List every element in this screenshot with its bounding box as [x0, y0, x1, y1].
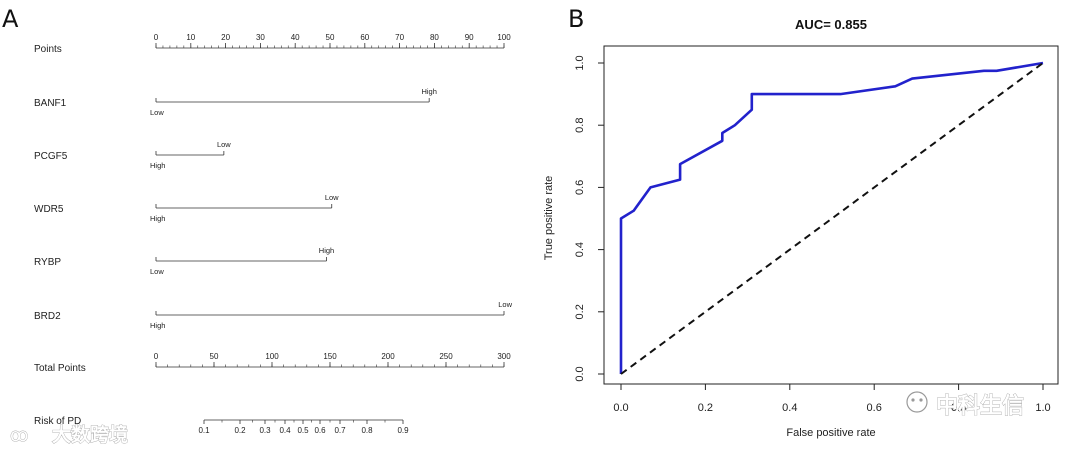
risk-tick-label: 0.6: [314, 426, 326, 435]
nomogram-row: RYBP Low High: [34, 246, 334, 276]
watermark-left-text: 大数跨境: [52, 423, 128, 446]
wechat-icon-eye-right: [919, 398, 923, 402]
axis-tick-label: 100: [265, 352, 279, 361]
axis-tick-label: 40: [291, 33, 300, 42]
y-axis-label: True positive rate: [543, 176, 555, 261]
nomogram-row: Risk of PD 0.1 0.2 0.3 0.4 0.5 0.6 0.7 0.8 0.9: [34, 416, 409, 435]
axis-tick-label: 60: [360, 33, 369, 42]
watermark-right: 中科生信: [906, 391, 1024, 419]
y-axis: 0.0 0.2 0.4 0.6 0.8 1.0: [574, 55, 604, 382]
y-tick-label: 1.0: [574, 55, 586, 70]
x-tick-label: 0.2: [698, 402, 713, 414]
factor-end-level: Low: [498, 300, 512, 309]
factor-start-level: Low: [150, 108, 164, 117]
factor-end-level: High: [421, 87, 436, 96]
factor-end-level: Low: [325, 193, 339, 202]
nomogram-row-label: Risk of PD: [34, 416, 81, 427]
axis-tick-label: 250: [439, 352, 453, 361]
risk-tick-label: 0.5: [297, 426, 309, 435]
axis-tick-label: 200: [381, 352, 395, 361]
nomogram-row-label: PCGF5: [34, 151, 68, 162]
axis-tick-label: 50: [326, 33, 335, 42]
axis-tick-label: 100: [497, 33, 511, 42]
y-tick-label: 0.8: [574, 118, 586, 133]
nomogram-row: Points 0 10 20 30 40 50 60 70 80 90 100: [34, 33, 511, 55]
nomogram-row: WDR5 High Low: [34, 193, 339, 223]
factor-start-level: High: [150, 161, 165, 170]
chart-title: AUC= 0.855: [795, 17, 867, 32]
nomogram-panel: A Points 0 10 20 30 40 50 60 70 80 90 100 BANF1 Low Hi…: [2, 5, 513, 435]
axis-tick-label: 70: [395, 33, 404, 42]
y-tick-label: 0.4: [574, 242, 586, 257]
nomogram-row-label: Total Points: [34, 363, 86, 374]
risk-tick-label: 0.7: [334, 426, 346, 435]
x-tick-label: 0.8: [951, 402, 966, 414]
x-tick-label: 0.4: [782, 402, 797, 414]
y-tick-label: 0.6: [574, 180, 586, 195]
y-tick-label: 0.2: [574, 304, 586, 319]
x-tick-label: 0.6: [867, 402, 882, 414]
axis-tick-label: 20: [221, 33, 230, 42]
nomogram-row-label: Points: [34, 44, 62, 55]
axis-tick-label: 30: [256, 33, 265, 42]
axis-tick-label: 50: [210, 352, 219, 361]
wechat-icon: [906, 391, 928, 413]
risk-tick-label: 0.4: [279, 426, 291, 435]
nomogram-row-label: WDR5: [34, 204, 64, 215]
watermark-left: ꝏ 大数跨境: [10, 423, 129, 447]
nomogram-row: Total Points 0 50 100 150 200 250 300: [34, 352, 511, 374]
x-tick-label: 0.0: [613, 402, 628, 414]
nomogram-row: PCGF5 High Low: [34, 140, 231, 170]
axis-tick-label: 150: [323, 352, 337, 361]
risk-tick-label: 0.1: [198, 426, 210, 435]
axis-tick-label: 10: [186, 33, 195, 42]
nomogram-row: BANF1 Low High: [34, 87, 437, 117]
risk-tick-label: 0.8: [361, 426, 373, 435]
wechat-icon-eye-left: [911, 398, 915, 402]
axis-tick-label: 300: [497, 352, 511, 361]
factor-end-level: Low: [217, 140, 231, 149]
risk-tick-label: 0.2: [234, 426, 246, 435]
watermark-right-text: 中科生信: [936, 393, 1024, 419]
risk-tick-label: 0.9: [397, 426, 409, 435]
panel-a-letter: A: [2, 5, 19, 33]
factor-start-level: Low: [150, 267, 164, 276]
x-tick-label: 1.0: [1035, 402, 1050, 414]
x-axis-label: False positive rate: [786, 427, 875, 439]
plot-lines: [619, 61, 1044, 375]
nomogram-row-label: BRD2: [34, 311, 61, 322]
y-tick-label: 0.0: [574, 366, 586, 381]
factor-start-level: High: [150, 214, 165, 223]
factor-start-level: High: [150, 321, 165, 330]
nomogram-row: BRD2 High Low: [34, 300, 513, 330]
axis-tick-label: 80: [430, 33, 439, 42]
plot-frame: [603, 45, 1059, 385]
nomogram-row-label: RYBP: [34, 257, 61, 268]
roc-panel: B AUC= 0.855 0.0 0.2 0.4 0.6 0.8 1.0 0.00.20.…: [543, 5, 1059, 439]
reference-line: [620, 62, 1044, 375]
axis-tick-label: 0: [154, 33, 159, 42]
risk-tick-label: 0.3: [259, 426, 271, 435]
axis-tick-label: 90: [465, 33, 474, 42]
weibo-icon: ꝏ: [10, 425, 28, 446]
axis-tick-label: 0: [154, 352, 159, 361]
factor-end-level: High: [319, 246, 334, 255]
roc-curve: [619, 61, 1044, 374]
nomogram-row-label: BANF1: [34, 98, 67, 109]
x-axis: 0.0 0.2 0.4 0.6 0.8 1.0: [613, 384, 1051, 414]
panel-b-letter: B: [568, 5, 584, 33]
